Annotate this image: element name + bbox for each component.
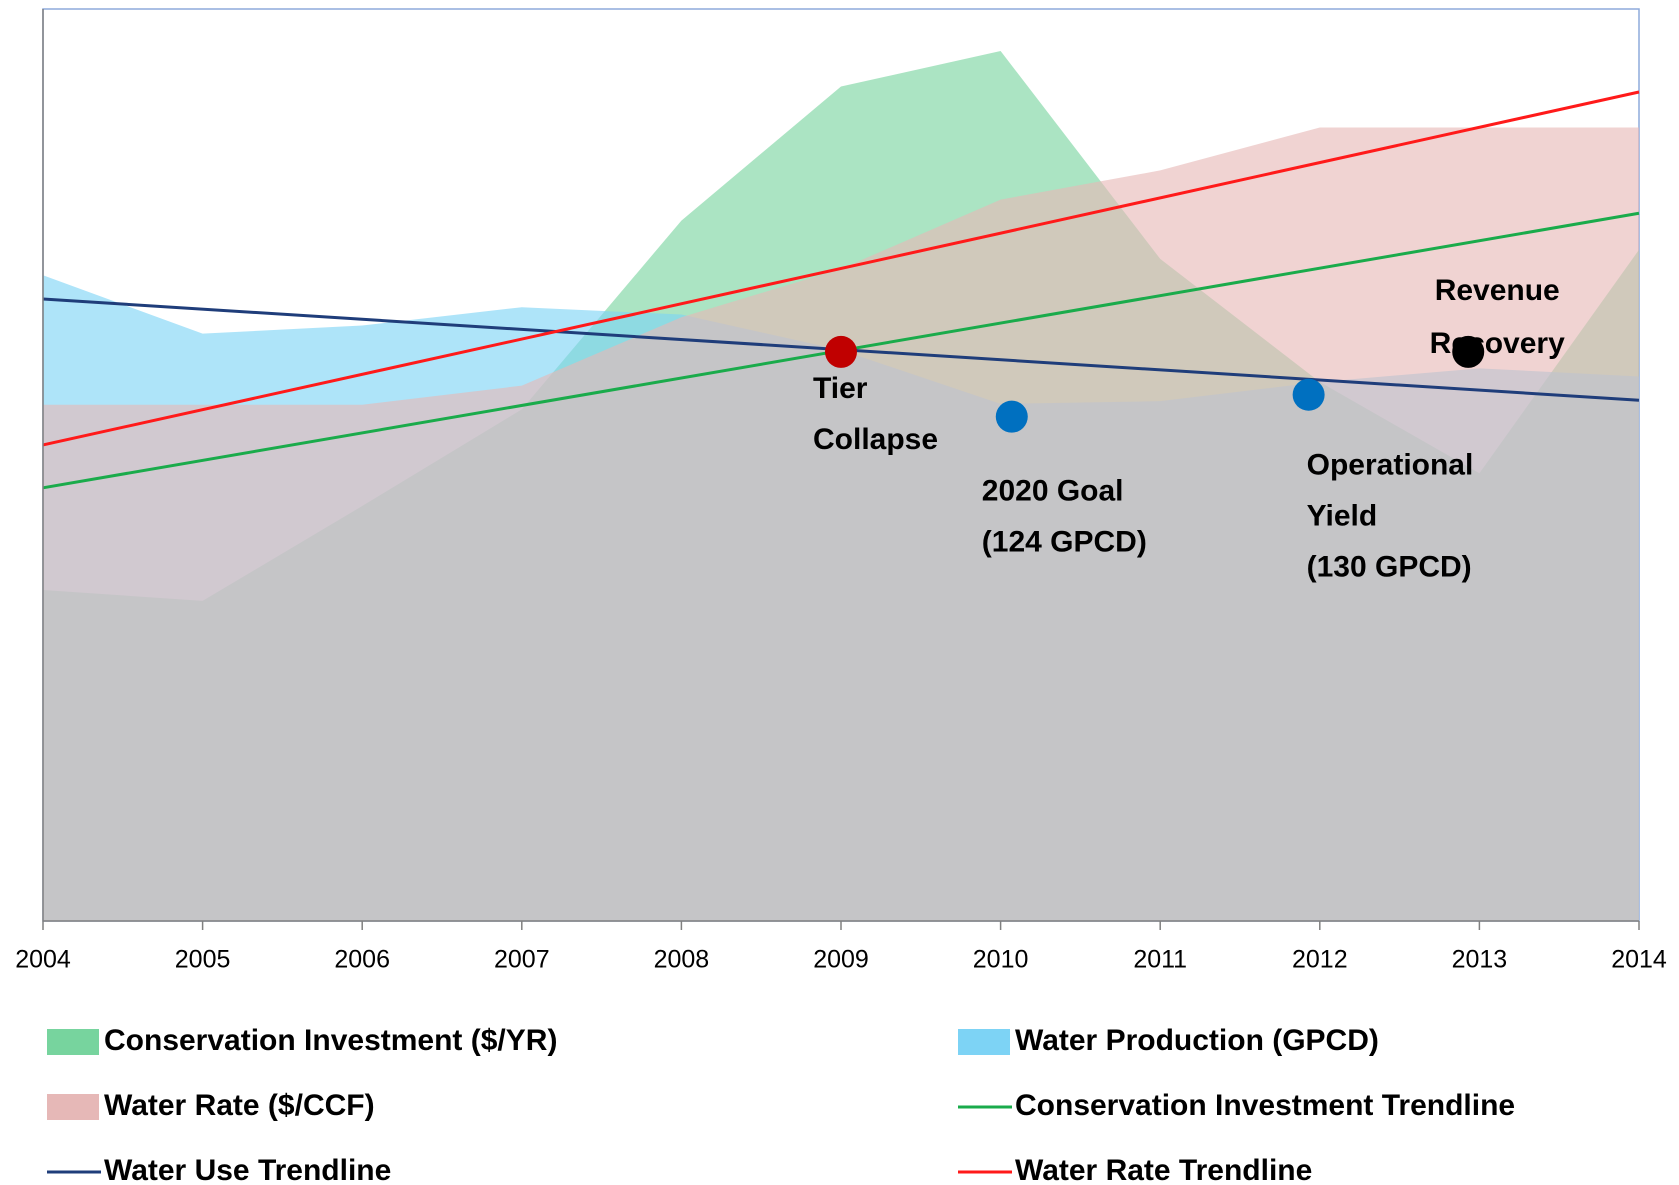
x-tick-label: 2012: [1292, 946, 1348, 974]
x-tick-label: 2008: [654, 946, 710, 974]
marker: [825, 335, 857, 368]
annotation: Yield: [1307, 500, 1378, 533]
legend-swatch: [958, 1029, 1010, 1055]
annotation: Collapse: [813, 423, 938, 456]
x-tick-label: 2011: [1133, 946, 1187, 974]
x-tick-label: 2013: [1452, 946, 1508, 974]
legend-label: Water Production (GPCD): [1015, 1024, 1379, 1057]
trendline: [42, 90, 1640, 447]
x-tick-label: 2014: [1611, 946, 1667, 974]
legend-swatch: [47, 1094, 99, 1120]
annotation: Tier: [813, 372, 868, 405]
marker: [1452, 335, 1485, 368]
legend-label: Conservation Investment ($/YR): [104, 1024, 557, 1057]
area: [43, 127, 1639, 921]
annotation: (124 GPCD): [982, 526, 1147, 559]
x-tick-label: 2009: [813, 946, 869, 974]
x-tick-label: 2010: [973, 946, 1029, 974]
marker: [995, 400, 1028, 433]
annotation: Revenue: [1435, 274, 1560, 307]
legend-label: Water Use Trendline: [104, 1154, 391, 1185]
x-tick-label: 2007: [494, 946, 550, 974]
x-tick-label: 2004: [15, 946, 71, 974]
legend-swatch: [47, 1029, 99, 1055]
x-tick-label: 2006: [334, 946, 390, 974]
annotation: 2020 Goal: [982, 475, 1124, 508]
annotation: Recovery: [1430, 327, 1565, 360]
legend-label: Water Rate Trendline: [1015, 1154, 1312, 1185]
annotation: (130 GPCD): [1307, 551, 1472, 584]
legend-label: Water Rate ($/CCF): [104, 1089, 375, 1122]
annotation: Operational: [1307, 449, 1474, 482]
x-tick-label: 2005: [175, 946, 231, 974]
marker: [1292, 378, 1325, 411]
legend-label: Conservation Investment Trendline: [1015, 1089, 1515, 1122]
